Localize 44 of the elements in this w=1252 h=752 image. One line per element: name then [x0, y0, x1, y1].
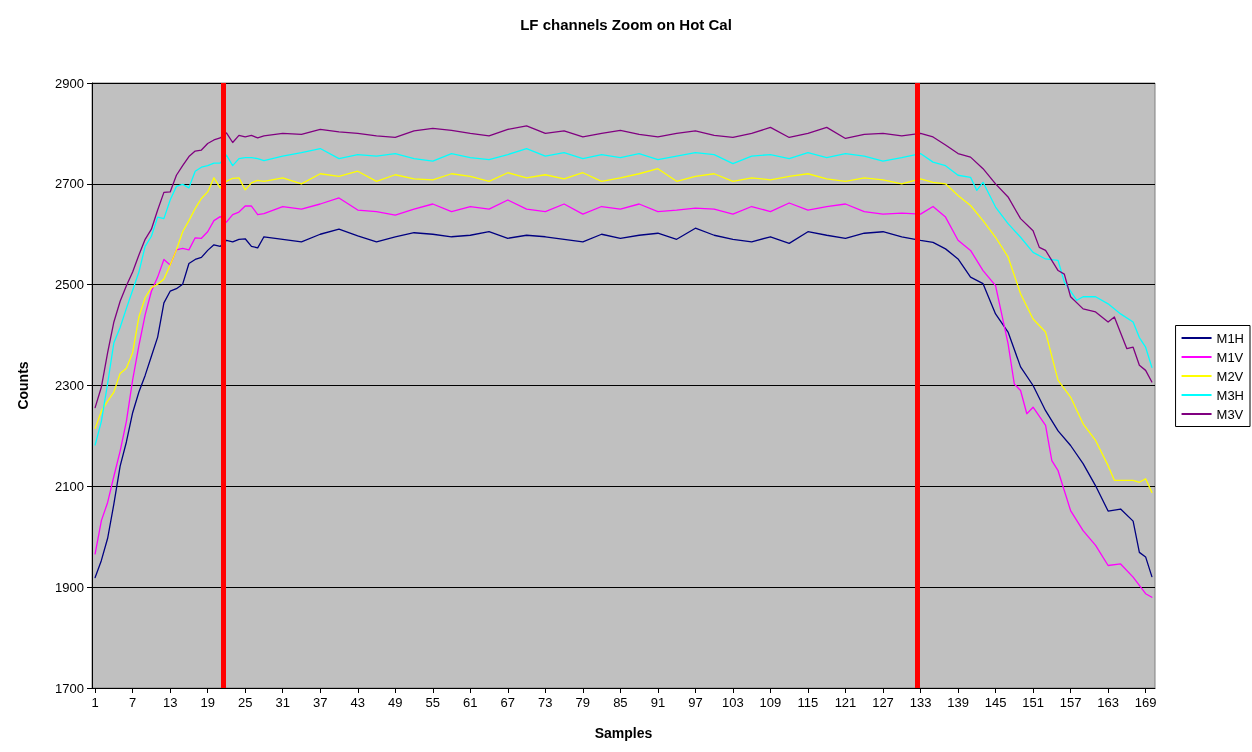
x-tick-label: 19	[200, 695, 215, 710]
x-tick-label: 25	[237, 695, 253, 710]
x-tick-label: 79	[575, 695, 591, 710]
y-tick-label: 2100	[55, 478, 84, 494]
x-tick-label: 91	[650, 695, 666, 710]
chart-title: LF channels Zoom on Hot Cal	[520, 16, 732, 33]
x-tick-label: 49	[388, 695, 403, 710]
x-tick-label: 151	[1022, 695, 1044, 710]
x-axis-title: Samples	[594, 725, 653, 741]
legend-label: M1V	[1216, 349, 1244, 365]
x-tick-label: 97	[688, 695, 703, 710]
x-tick-label: 7	[129, 695, 137, 710]
x-tick-label: 43	[350, 695, 365, 710]
y-tick-label: 2300	[55, 378, 84, 393]
y-tick-label: 2500	[55, 277, 84, 293]
x-tick-label: 127	[872, 695, 894, 710]
x-tick-label: 13	[162, 695, 178, 710]
y-tick-label: 2900	[55, 75, 84, 91]
x-tick-label: 73	[538, 695, 553, 710]
x-tick-label: 115	[797, 695, 819, 710]
y-tick-label: 2700	[55, 176, 84, 192]
x-tick-label: 133	[909, 695, 932, 710]
x-tick-label: 145	[984, 695, 1007, 710]
x-tick-label: 55	[425, 695, 441, 710]
legend-label: M3V	[1216, 406, 1244, 422]
y-axis-title: Counts	[15, 361, 31, 410]
x-tick-label: 169	[1134, 695, 1157, 710]
x-tick-label: 31	[275, 695, 290, 710]
x-tick-label: 37	[313, 695, 328, 710]
x-tick-label: 163	[1097, 695, 1119, 710]
y-tick-label: 1900	[55, 579, 84, 595]
x-tick-label: 67	[500, 695, 516, 710]
x-tick-label: 139	[947, 695, 969, 710]
legend-label: M2V	[1216, 368, 1244, 384]
x-tick-label: 121	[834, 695, 857, 710]
x-tick-label: 85	[613, 695, 628, 710]
legend-label: M3H	[1216, 387, 1245, 403]
x-tick-label: 103	[722, 695, 744, 710]
x-tick-label: 1	[91, 695, 99, 710]
x-tick-label: 157	[1059, 695, 1082, 710]
x-tick-label: 109	[759, 695, 782, 710]
x-tick-label: 61	[463, 695, 478, 710]
y-tick-label: 1700	[55, 680, 84, 696]
legend-label: M1H	[1216, 330, 1245, 346]
